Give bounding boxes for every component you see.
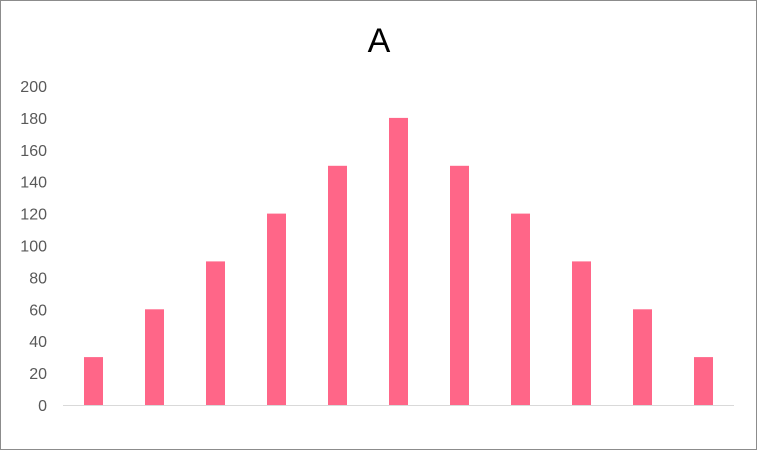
chart-title: A [368, 22, 391, 60]
bar [84, 357, 103, 405]
bar [389, 117, 408, 406]
y-tick-label: 100 [20, 239, 47, 256]
bars [84, 117, 713, 406]
y-axis-ticks: 0 20 40 60 80 100 120 140 160 180 200 [20, 79, 47, 415]
y-tick-label: 80 [29, 270, 47, 287]
y-tick-label: 160 [20, 143, 47, 160]
y-tick-label: 120 [20, 207, 47, 224]
bar [267, 213, 286, 405]
bar [450, 165, 469, 406]
y-tick-label: 0 [38, 398, 47, 415]
bar [572, 261, 591, 405]
y-tick-label: 40 [29, 334, 47, 351]
y-tick-label: 140 [20, 175, 47, 192]
bar [328, 165, 347, 406]
y-tick-label: 60 [29, 302, 47, 319]
bar [694, 357, 713, 405]
bar [511, 213, 530, 405]
y-tick-label: 180 [20, 111, 47, 128]
bar [206, 261, 225, 405]
y-tick-label: 20 [29, 366, 47, 383]
bar [145, 309, 164, 405]
bar [633, 309, 652, 405]
y-tick-label: 200 [20, 79, 47, 96]
